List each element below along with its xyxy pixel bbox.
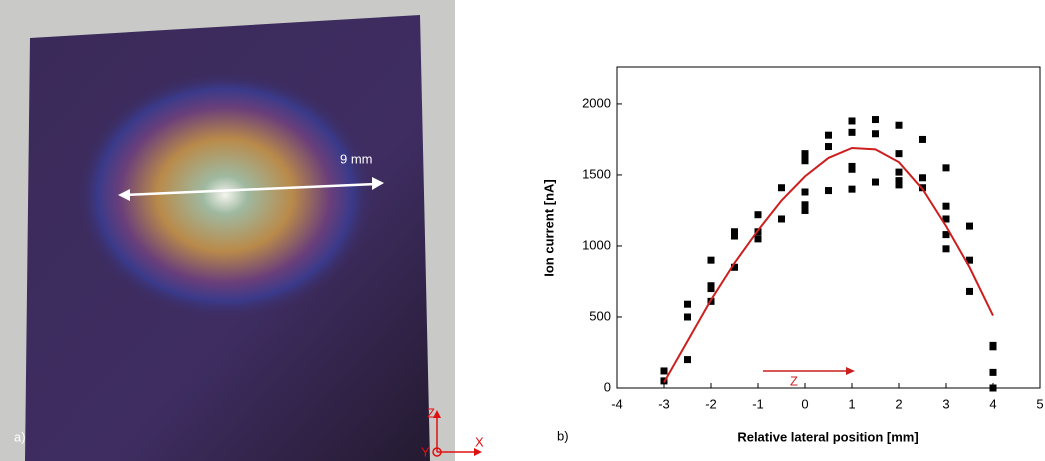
- axis-label: Y: [421, 444, 430, 459]
- panel-label: a): [14, 429, 26, 444]
- data-point: [896, 181, 903, 188]
- data-point: [755, 211, 762, 218]
- data-point: [919, 136, 926, 143]
- data-point: [825, 132, 832, 139]
- data-point: [849, 186, 856, 193]
- y-axis-title: Ion current [nA]: [541, 179, 556, 277]
- y-tick-label: 1000: [582, 237, 611, 252]
- data-point: [872, 130, 879, 137]
- panel-label: b): [557, 428, 569, 443]
- data-point: [943, 203, 950, 210]
- x-tick-label: 0: [801, 396, 808, 411]
- data-point: [731, 233, 738, 240]
- data-point: [708, 285, 715, 292]
- data-point: [872, 116, 879, 123]
- data-point: [661, 367, 668, 374]
- data-point: [802, 157, 809, 164]
- data-point: [849, 129, 856, 136]
- axis-label: X: [475, 434, 484, 449]
- data-point: [896, 169, 903, 176]
- x-tick-label: -2: [705, 396, 717, 411]
- data-point: [825, 187, 832, 194]
- data-point: [778, 215, 785, 222]
- data-point: [943, 245, 950, 252]
- data-point: [943, 164, 950, 171]
- x-tick-label: -3: [658, 396, 670, 411]
- data-point: [778, 184, 785, 191]
- figure: 9 mm a) Z X Y b) Relative lateral positi…: [0, 0, 1045, 461]
- data-point: [684, 301, 691, 308]
- data-point: [896, 150, 903, 157]
- data-point: [896, 122, 903, 129]
- scale-label: 9 mm: [340, 151, 373, 166]
- data-point: [990, 385, 997, 392]
- data-point: [849, 117, 856, 124]
- data-point: [849, 166, 856, 173]
- data-point: [919, 174, 926, 181]
- data-point: [684, 313, 691, 320]
- data-point: [684, 356, 691, 363]
- data-point: [825, 143, 832, 150]
- x-tick-label: 4: [989, 396, 996, 411]
- x-tick-label: -4: [611, 396, 623, 411]
- data-point: [990, 369, 997, 376]
- x-tick-label: 3: [942, 396, 949, 411]
- plot-frame: [617, 67, 1040, 388]
- x-axis-title: Relative lateral position [mm]: [737, 429, 918, 444]
- data-point: [966, 288, 973, 295]
- data-point: [872, 179, 879, 186]
- y-tick-label: 500: [589, 308, 611, 323]
- x-tick-label: 5: [1036, 396, 1043, 411]
- x-tick-label: 2: [895, 396, 902, 411]
- page: {"photo": {"label": "a)", "scale_label":…: [0, 0, 1045, 461]
- axis-label: Z: [427, 405, 435, 420]
- data-point: [802, 207, 809, 214]
- data-point: [966, 223, 973, 230]
- y-tick-label: 2000: [582, 95, 611, 110]
- y-tick-label: 0: [604, 379, 611, 394]
- photo: 9 mm a) Z X Y: [0, 0, 484, 461]
- x-tick-label: -1: [752, 396, 764, 411]
- data-point: [990, 343, 997, 350]
- data-point: [708, 257, 715, 264]
- fit-curve: [664, 148, 993, 382]
- data-point: [755, 235, 762, 242]
- x-tick-label: 1: [848, 396, 855, 411]
- annotation: Z: [790, 373, 798, 388]
- data-point: [802, 188, 809, 195]
- arrow-head: [846, 367, 855, 375]
- y-tick-label: 1500: [582, 166, 611, 181]
